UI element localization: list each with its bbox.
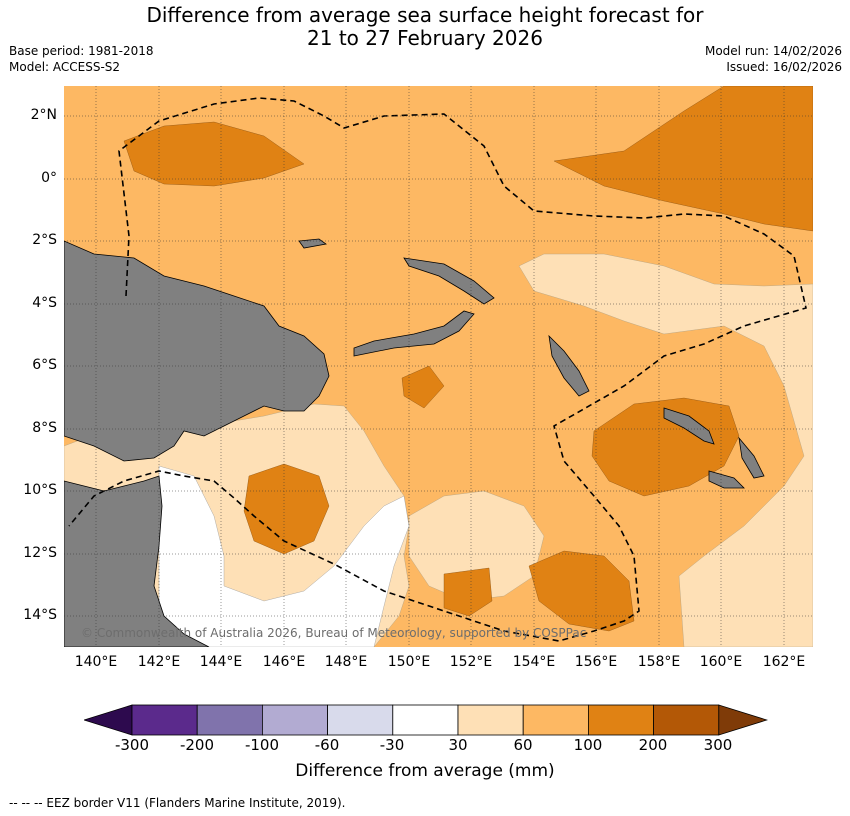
map-title: Difference from average sea surface heig… (0, 4, 850, 50)
anomaly-band-30-60-east (518, 253, 814, 648)
lon-label: 146°E (262, 654, 306, 670)
colorbar-tick: 30 (448, 736, 468, 754)
lat-label: 10°S (23, 482, 57, 498)
anomaly-band-100-200-coral (243, 463, 330, 555)
lon-label: 142°E (137, 654, 181, 670)
colorbar-tick: -100 (244, 736, 280, 754)
anomaly-band-100-200-central (401, 365, 445, 409)
map-svg (63, 85, 814, 648)
colorbar-tick: -200 (179, 736, 215, 754)
title-line-1: Difference from average sea surface heig… (146, 3, 704, 27)
land-australia (63, 475, 210, 648)
colorbar-segment (196, 704, 263, 736)
colorbar-segment (131, 704, 198, 736)
land-solomon-islands-3 (738, 436, 765, 479)
colorbar-tick: -300 (114, 736, 150, 754)
colorbar-extend-low (84, 704, 133, 736)
lon-label: 162°E (762, 654, 806, 670)
colorbar-segment (327, 704, 394, 736)
colorbar-extend-high (718, 704, 768, 736)
colorbar-segment (261, 704, 328, 736)
lat-label: 14°S (23, 607, 57, 623)
colorbar-segment (392, 704, 459, 736)
land-new-britain (353, 310, 475, 357)
colorbar-title: Difference from average (mm) (295, 761, 555, 781)
lon-label: 150°E (387, 654, 431, 670)
issued-date: Issued: 16/02/2026 (726, 60, 842, 74)
meta-left: Base period: 1981-2018 Model: ACCESS-S2 (9, 43, 154, 75)
colorbar-tick: -30 (379, 736, 405, 754)
anomaly-neutral-region (158, 465, 410, 648)
colorbar-tick: 200 (638, 736, 668, 754)
model-run: Model run: 14/02/2026 (704, 44, 842, 58)
lat-label: 2°S (32, 232, 57, 248)
lon-label: 156°E (574, 654, 618, 670)
meta-right: Model run: 14/02/2026 Issued: 16/02/2026 (705, 43, 842, 75)
colorbar-segment (522, 704, 589, 736)
lon-label: 160°E (699, 654, 743, 670)
lat-label: 6°S (32, 357, 57, 373)
lon-label: 144°E (199, 654, 243, 670)
anomaly-band-100-200-south-large (528, 550, 635, 632)
lat-label: 2°N (30, 107, 57, 123)
lat-label: 8°S (32, 420, 57, 436)
title-line-2: 21 to 27 February 2026 (307, 26, 543, 50)
lat-label: 12°S (23, 545, 57, 561)
colorbar-tick: 300 (703, 736, 733, 754)
colorbar (84, 704, 768, 736)
land-solomon-islands-2 (708, 470, 745, 489)
land-solomon-islands-1 (663, 407, 715, 445)
graticule (64, 86, 813, 647)
colorbar-tick: 60 (513, 736, 533, 754)
anomaly-band-100-200-south-small (443, 567, 493, 617)
colorbar-tick: 100 (573, 736, 603, 754)
copyright-notice: © Commonwealth of Australia 2026, Bureau… (81, 626, 587, 640)
anomaly-band-100-200-solomon (591, 397, 740, 497)
colorbar-segments (84, 704, 768, 736)
legend-footer: -- -- -- EEZ border V11 (Flanders Marine… (9, 796, 346, 810)
model-name: Model: ACCESS-S2 (9, 60, 121, 74)
colorbar-segment (587, 704, 654, 736)
colorbar-tick: -60 (314, 736, 340, 754)
lat-label: 4°S (32, 295, 57, 311)
land-new-guinea (63, 240, 330, 462)
eez-border (68, 97, 807, 642)
colorbar-segment (457, 704, 524, 736)
lon-label: 140°E (74, 654, 118, 670)
lon-label: 152°E (449, 654, 493, 670)
lon-label: 158°E (637, 654, 681, 670)
lon-label: 148°E (324, 654, 368, 670)
base-period: Base period: 1981-2018 (9, 44, 154, 58)
lon-label: 154°E (512, 654, 556, 670)
lat-label: 0° (41, 170, 57, 186)
colorbar-segment (653, 704, 720, 736)
map-panel (63, 85, 814, 648)
